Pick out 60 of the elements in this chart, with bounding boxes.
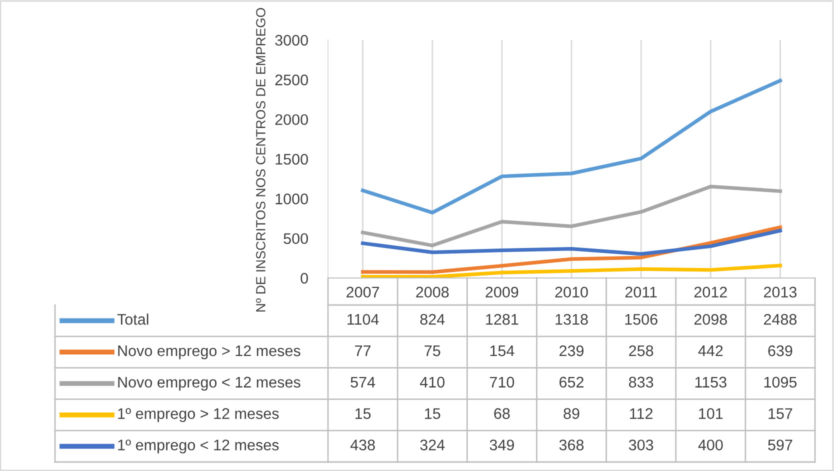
data-label: 154 xyxy=(490,346,514,356)
data-label: 101 xyxy=(699,408,723,419)
y-tick-label: 500 xyxy=(284,233,308,244)
data-label: 2098 xyxy=(694,314,727,325)
data-label: 349 xyxy=(490,440,514,450)
data-label: 15 xyxy=(355,408,371,419)
legend-label: Total xyxy=(117,314,148,325)
x-tick-label: 2008 xyxy=(416,286,449,298)
x-tick-label: 2012 xyxy=(694,286,727,298)
y-axis-title: Nº DE INSCRITOS NOS CENTROS DE EMPREGO xyxy=(256,8,266,312)
data-label: 89 xyxy=(564,408,580,419)
legend-label: 1º emprego > 12 meses xyxy=(118,408,279,422)
data-label: 15 xyxy=(425,408,440,419)
y-tick-label: 1500 xyxy=(276,154,308,165)
data-label: 1104 xyxy=(348,314,379,325)
data-label: 1318 xyxy=(556,314,588,325)
data-label: 1095 xyxy=(764,376,797,388)
y-tick-label: 2000 xyxy=(275,114,308,126)
legend-label: 1º emprego < 12 meses xyxy=(118,440,279,454)
data-label: 239 xyxy=(560,345,584,356)
data-label: 1281 xyxy=(486,314,518,325)
line-series xyxy=(360,228,782,256)
y-tick-label: 0 xyxy=(300,272,308,284)
data-label: 77 xyxy=(355,346,371,356)
data-label: 1153 xyxy=(695,376,726,388)
x-tick-label: 2013 xyxy=(764,286,797,298)
data-label: 112 xyxy=(630,408,652,419)
data-label: 157 xyxy=(768,408,792,419)
y-tick-label: 1000 xyxy=(276,194,308,204)
data-label: 442 xyxy=(698,345,723,356)
line-series xyxy=(360,226,782,274)
data-label: 2488 xyxy=(764,314,797,325)
legend-label: Novo emprego > 12 meses xyxy=(118,345,300,360)
y-tick-label: 2500 xyxy=(275,74,308,86)
data-label: 75 xyxy=(424,346,440,356)
data-label: 258 xyxy=(629,345,654,356)
data-label: 410 xyxy=(420,376,445,388)
data-label: 639 xyxy=(768,345,792,356)
y-tick-label: 3000 xyxy=(275,34,308,46)
data-label: 1506 xyxy=(625,314,658,325)
x-tick-label: 2011 xyxy=(625,286,657,298)
data-label: 324 xyxy=(420,440,445,450)
line-series xyxy=(360,184,782,248)
data-label: 710 xyxy=(490,376,514,388)
line-series xyxy=(360,264,782,278)
x-tick-label: 2009 xyxy=(486,286,518,298)
x-tick-label: 2010 xyxy=(555,286,588,298)
data-label: 824 xyxy=(420,314,445,325)
data-label: 303 xyxy=(628,440,654,450)
data-label: 400 xyxy=(698,440,723,450)
x-tick-label: 2007 xyxy=(346,286,380,298)
data-label: 597 xyxy=(768,440,792,450)
line-series xyxy=(360,78,782,214)
data-label: 833 xyxy=(628,376,654,388)
data-label: 368 xyxy=(559,440,584,450)
data-label: 652 xyxy=(560,376,584,388)
data-label: 68 xyxy=(494,408,510,419)
data-label: 574 xyxy=(350,376,376,388)
data-label: 438 xyxy=(350,440,375,450)
legend-label: Novo emprego < 12 meses xyxy=(118,376,300,391)
